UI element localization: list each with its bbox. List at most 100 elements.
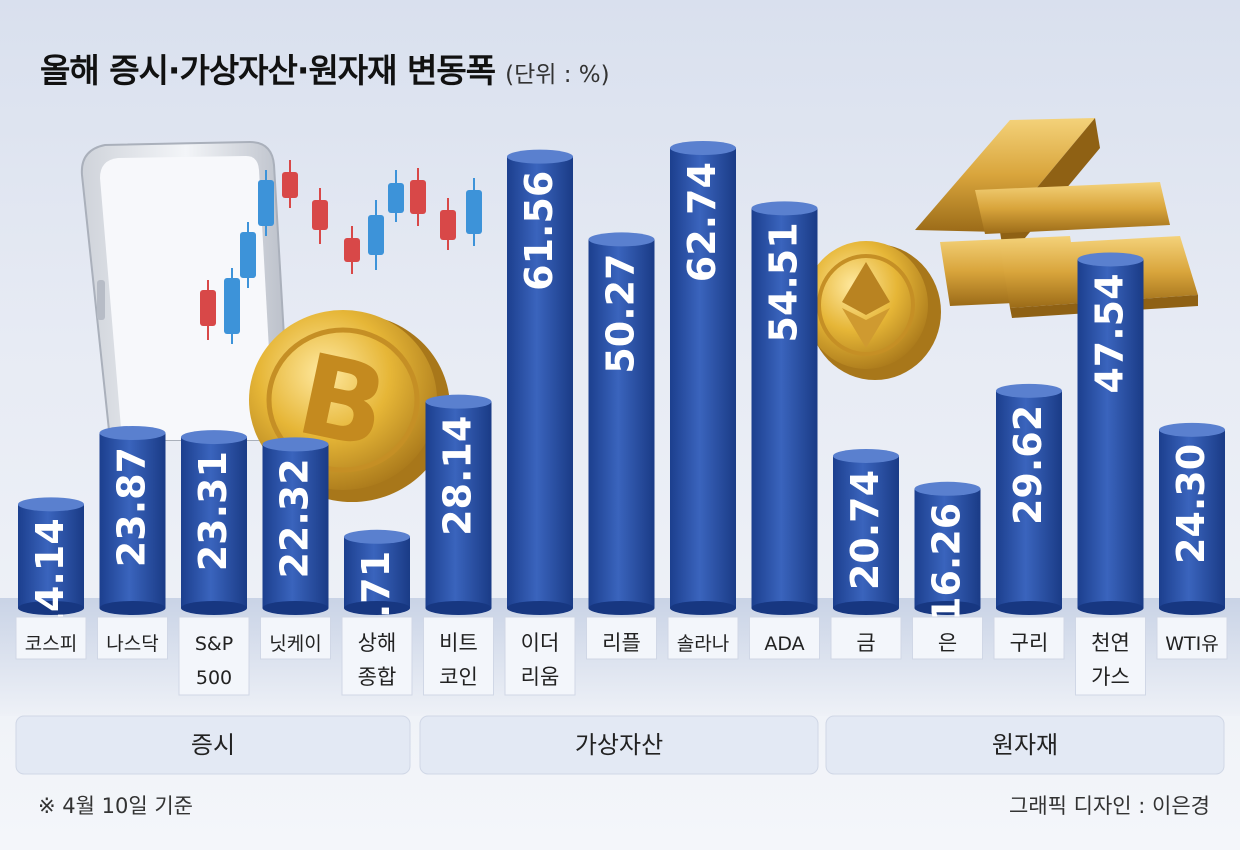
- category-label-box: [830, 616, 902, 660]
- group-label: 증시: [191, 731, 235, 759]
- bar: 16.26: [914, 481, 981, 623]
- bar-top: [181, 430, 247, 445]
- category-label-box: [97, 616, 168, 660]
- category-label: ADA: [749, 616, 820, 660]
- bar: 50.27: [588, 232, 655, 615]
- category-label-text: WTI유: [1165, 633, 1218, 655]
- group-label: 가상자산: [575, 731, 663, 759]
- category-label-text: 솔라나: [677, 633, 729, 655]
- bar-value-label: 29.62: [1006, 405, 1050, 525]
- bar-value-label: 54.51: [762, 222, 806, 342]
- bar: 28.14: [425, 394, 492, 615]
- category-label-text: 천연: [1091, 631, 1130, 655]
- bar-base: [833, 601, 899, 615]
- bar-body: [670, 148, 736, 608]
- category-label: 솔라나: [667, 616, 739, 660]
- category-label-text: 500: [196, 667, 232, 689]
- category-label-text: 리움: [521, 665, 560, 689]
- group-band: 증시: [15, 715, 411, 775]
- category-label-box: [178, 616, 250, 696]
- bar-base: [914, 601, 981, 615]
- bar-base: [425, 601, 492, 615]
- bar-body: [1159, 429, 1225, 608]
- bar-body: [833, 455, 899, 608]
- bar-top: [262, 437, 329, 452]
- bar-body: [18, 504, 84, 608]
- smartphone-candlestick-icon: [80, 140, 482, 441]
- bar-top: [1159, 422, 1225, 437]
- bar-top: [751, 201, 818, 216]
- bar: 20.74: [833, 448, 899, 615]
- category-label: 나스닥: [97, 616, 168, 660]
- bar-body: [425, 401, 492, 608]
- bar-body: [344, 536, 410, 608]
- bar-value-label: 50.27: [599, 253, 643, 373]
- group-band: 가상자산: [419, 715, 819, 775]
- chart-title-block: 올해 증시·가상자산·원자재 변동폭 (단위 : %): [40, 44, 610, 92]
- bar-top: [833, 448, 899, 463]
- bar-body: [181, 437, 247, 608]
- category-label-text: 비트: [439, 631, 478, 655]
- group-band-box: [825, 715, 1225, 775]
- category-label-box: [260, 616, 331, 660]
- bar: 29.62: [996, 383, 1062, 615]
- category-label: 은: [912, 616, 983, 660]
- bar-value-label: 61.56: [517, 171, 561, 291]
- category-label-text: 종합: [358, 665, 397, 689]
- bar-value-label: 47.54: [1088, 273, 1132, 393]
- bar-base: [507, 601, 573, 615]
- bar-value-label: 23.31: [191, 451, 235, 571]
- bar-value-label: 28.14: [436, 416, 480, 536]
- bar-base: [344, 601, 410, 615]
- category-label: 닛케이: [260, 616, 331, 660]
- bar-value-label: 62.74: [680, 162, 724, 282]
- bar-base: [18, 601, 84, 615]
- bar: 24.30: [1159, 422, 1225, 615]
- category-label-text: 코인: [439, 665, 478, 689]
- bar-base: [1159, 601, 1225, 615]
- category-label-box: [504, 616, 576, 696]
- bar-top: [99, 425, 166, 440]
- bar-base: [670, 601, 736, 615]
- group-band: 원자재: [825, 715, 1225, 775]
- bar-value-label: 23.87: [110, 447, 154, 567]
- category-label-text: 은: [938, 631, 957, 655]
- bar: 47.54: [1077, 252, 1144, 615]
- category-label-text: 상해: [358, 631, 397, 655]
- category-label-box: [993, 616, 1065, 660]
- bar: 23.31: [181, 430, 247, 615]
- bar: 23.87: [99, 425, 166, 615]
- bar-value-label: 20.74: [843, 470, 887, 590]
- bar-top: [507, 149, 573, 164]
- category-label-text: 리플: [602, 631, 641, 655]
- group-bands: 증시 가상자산 원자재: [15, 715, 1225, 775]
- category-label: 리플: [586, 616, 657, 660]
- bar-top: [914, 481, 981, 496]
- bar: 22.32: [262, 437, 329, 615]
- category-label-text: 이더: [521, 631, 560, 655]
- category-label-text: 나스닥: [106, 633, 158, 655]
- bar-value-label: 22.32: [273, 458, 317, 578]
- bar-top: [1077, 252, 1144, 267]
- bar-base: [262, 601, 329, 615]
- credit: 그래픽 디자인 : 이은경: [1009, 794, 1210, 818]
- bar-body: [751, 208, 818, 608]
- bar-top: [425, 394, 492, 409]
- category-label-box: [667, 616, 739, 660]
- unit-label: (단위 : %): [505, 62, 610, 88]
- category-label: WTI유: [1156, 616, 1228, 660]
- group-band-box: [419, 715, 819, 775]
- category-label-box: [1075, 616, 1146, 696]
- group-label: 원자재: [992, 731, 1058, 759]
- category-label-text: S&P: [195, 633, 233, 655]
- category-label: S&P 500: [178, 616, 250, 696]
- bar-value-label: 24.30: [1169, 444, 1213, 564]
- bar-base: [181, 601, 247, 615]
- group-band-box: [15, 715, 411, 775]
- bar-body: [99, 432, 166, 608]
